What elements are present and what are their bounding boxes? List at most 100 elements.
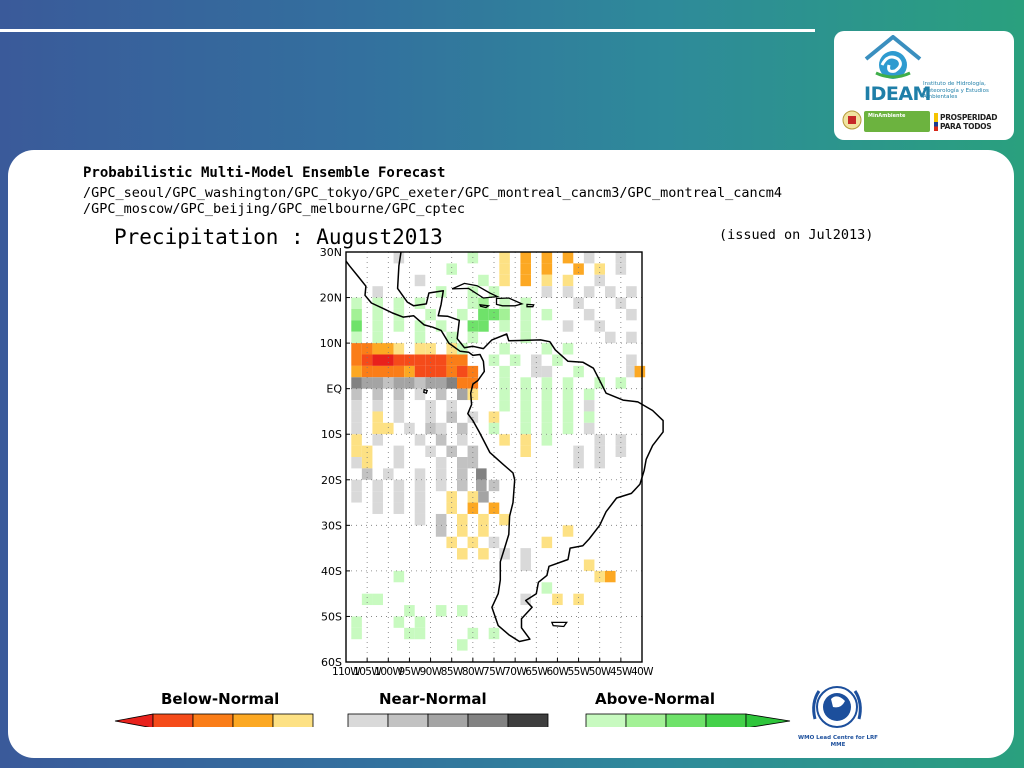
forecast-cell — [541, 252, 553, 264]
lat-tick-label: 30S — [321, 519, 342, 532]
lat-tick-label: 20S — [321, 474, 342, 487]
forecast-cell — [372, 308, 383, 321]
forecast-cell — [351, 616, 362, 628]
forecast-cell — [552, 354, 563, 366]
forecast-cell — [562, 525, 574, 537]
forecast-cell — [414, 297, 426, 309]
forecast-cell — [446, 354, 457, 366]
forecast-cell — [562, 274, 574, 287]
forecast-cell — [414, 468, 426, 480]
lat-tick-label: 60S — [321, 656, 342, 669]
forecast-cell — [509, 354, 521, 366]
forecast-cell — [499, 434, 510, 446]
forecast-cell — [393, 297, 405, 309]
forecast-cell — [383, 468, 394, 480]
forecast-cell — [435, 388, 447, 401]
forecast-cell — [393, 491, 405, 503]
forecast-cell — [562, 377, 574, 389]
forecast-cell — [605, 570, 616, 583]
forecast-cell — [478, 513, 489, 526]
coastline-galapagos — [423, 388, 429, 395]
content-panel: Probabilistic Multi-Model Ensemble Forec… — [8, 150, 1014, 758]
lon-tick-label: 110W — [332, 666, 361, 678]
forecast-cell — [393, 365, 405, 378]
forecast-cell — [446, 343, 457, 355]
forecast-cell — [457, 548, 468, 560]
forecast-cell — [457, 422, 468, 435]
forecast-cell — [520, 308, 531, 321]
forecast-cell — [404, 605, 415, 617]
forecast-cell — [446, 263, 457, 275]
forecast-cell — [467, 627, 479, 640]
forecast-cell — [541, 263, 553, 275]
forecast-cell — [583, 286, 595, 298]
above-swatch — [585, 713, 627, 727]
forecast-cell — [383, 422, 394, 435]
forecast-cell — [634, 365, 646, 378]
lat-tick-label: 10S — [321, 428, 342, 441]
below-swatch — [152, 713, 194, 727]
forecast-cell — [425, 422, 436, 435]
wmo-label: WMO Lead Centre for LRF MME — [798, 735, 878, 748]
forecast-cell — [372, 343, 383, 355]
forecast-cell — [499, 297, 510, 309]
forecast-cell — [372, 377, 383, 389]
forecast-cell — [393, 502, 405, 514]
forecast-cell — [393, 570, 405, 583]
forecast-cell — [520, 434, 531, 446]
forecast-cell — [573, 263, 584, 275]
forecast-cell — [435, 457, 447, 469]
forecast-cell — [541, 422, 553, 435]
forecast-cell — [446, 400, 457, 412]
forecast-cell — [383, 365, 394, 378]
forecast-cell — [488, 627, 500, 640]
lon-tick-label: 80W — [462, 666, 485, 678]
forecast-cell — [351, 491, 362, 503]
forecast-cell — [626, 331, 637, 344]
forecast-cell — [583, 400, 595, 412]
forecast-cell — [372, 331, 383, 344]
forecast-cell — [520, 593, 531, 606]
forecast-cell — [393, 400, 405, 412]
ideam-brand: IDEAM — [864, 83, 931, 105]
forecast-cell — [393, 377, 405, 389]
forecast-cell — [372, 479, 383, 492]
forecast-cell — [457, 388, 468, 401]
coastline-falklands — [550, 621, 568, 628]
forecast-cell — [531, 354, 542, 366]
forecast-cell — [478, 297, 489, 309]
forecast-cell — [488, 502, 500, 514]
forecast-cell — [414, 331, 426, 344]
forecast-cell — [372, 297, 383, 309]
forecast-cell — [541, 388, 553, 401]
forecast-cell — [541, 365, 553, 378]
forecast-cell — [351, 354, 362, 366]
ideam-subtitle: Instituto de Hidrología, Meteorología y … — [923, 81, 989, 100]
forecast-cell — [414, 343, 426, 355]
forecast-cell — [457, 365, 468, 378]
forecast-cell — [562, 400, 574, 412]
forecast-cell — [499, 377, 510, 389]
lon-tick-label: 70W — [504, 666, 527, 678]
lon-tick-label: 40W — [631, 666, 654, 678]
forecast-cell — [393, 616, 405, 628]
figure-title: Probabilistic Multi-Model Ensemble Forec… — [83, 165, 446, 181]
above-swatch — [665, 713, 707, 727]
forecast-cell — [605, 286, 616, 298]
coastline-jamaica — [479, 304, 491, 309]
forecast-cell — [615, 434, 627, 446]
forecast-cell — [425, 354, 436, 366]
forecast-cell — [414, 616, 426, 628]
forecast-cell — [520, 274, 531, 287]
wmo-logo-icon — [812, 686, 862, 728]
forecast-cell — [383, 343, 394, 355]
forecast-map: 30N 20N 10N EQ 10S 20S 30S 40S 50S 60S110W105W100… — [320, 246, 664, 678]
models-line-2: /GPC_moscow/GPC_beijing/GPC_melbourne/GP… — [83, 201, 466, 217]
forecast-cell — [520, 422, 531, 435]
forecast-cell — [478, 491, 489, 503]
header-rule — [0, 29, 815, 32]
forecast-cell — [457, 525, 468, 537]
lon-tick-label: 85W — [441, 666, 464, 678]
forecast-cell — [404, 422, 415, 435]
forecast-cell — [541, 343, 553, 355]
